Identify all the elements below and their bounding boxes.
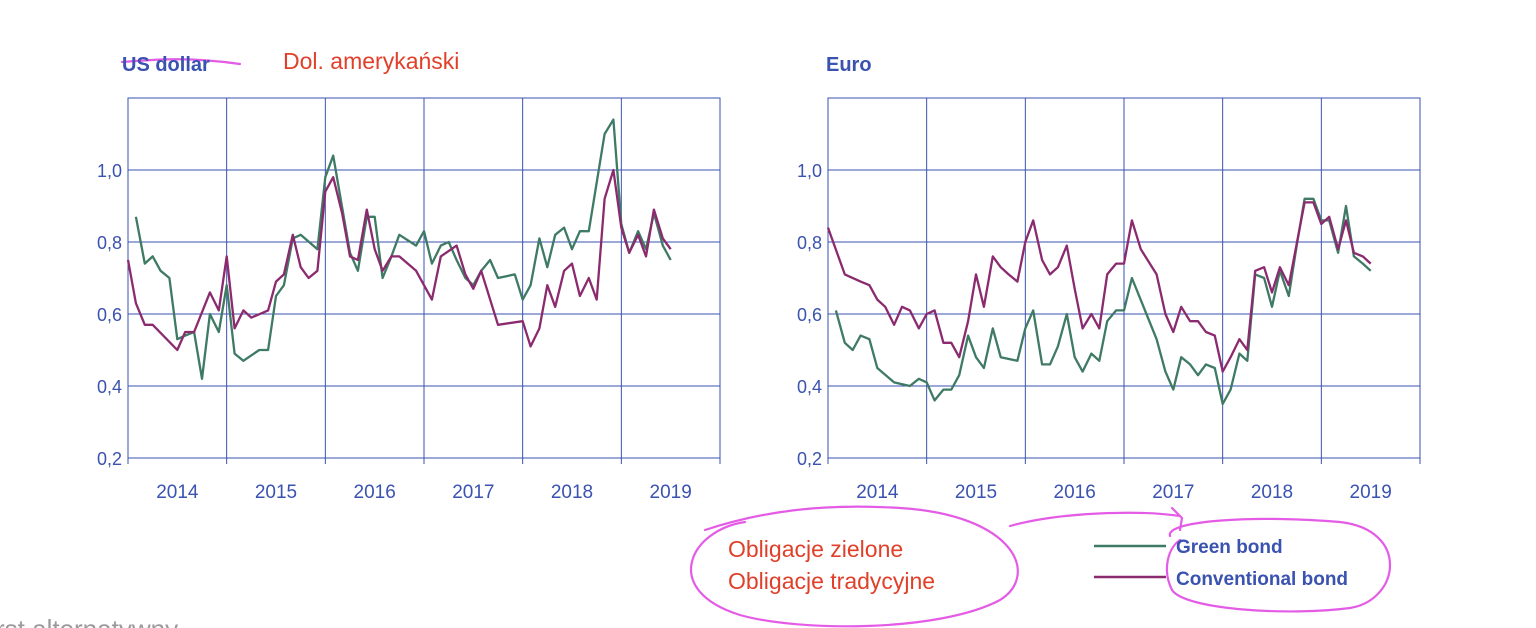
x-tick-label: 2015 bbox=[255, 482, 297, 503]
conventional-bond-line bbox=[826, 201, 1372, 373]
x-tick-label: 2014 bbox=[156, 482, 199, 503]
circle-mark-polish-labels bbox=[690, 505, 1019, 628]
arrow-mark bbox=[1008, 506, 1184, 532]
y-tick-label: 0,8 bbox=[97, 233, 122, 253]
y-tick-label: 0,4 bbox=[797, 377, 822, 397]
y-tick-label: 0,6 bbox=[97, 305, 122, 325]
y-tick-label: 0,2 bbox=[97, 449, 122, 469]
x-tick-label: 2014 bbox=[856, 482, 899, 503]
legend-green-label: Green bond bbox=[1176, 537, 1283, 558]
y-tick-label: 0,6 bbox=[797, 305, 822, 325]
chart-euro: 0,2 0,4 0,6 0,8 1,0 2014 2015 2016 2017 2018 2019 bbox=[797, 97, 1421, 503]
x-tick-label: 2015 bbox=[955, 482, 997, 503]
strike-through-mark bbox=[120, 58, 242, 66]
y-tick-label: 0,8 bbox=[797, 233, 822, 253]
y-tick-label: 1,0 bbox=[797, 161, 822, 181]
conventional-bond-line bbox=[126, 168, 672, 352]
x-tick-label: 2017 bbox=[452, 482, 494, 503]
x-tick-label: 2019 bbox=[650, 482, 692, 503]
green-bond-line bbox=[134, 118, 672, 380]
x-tick-label: 2017 bbox=[1152, 482, 1194, 503]
polish-title-annotation: Dol. amerykański bbox=[283, 48, 459, 74]
x-tick-label: 2018 bbox=[1251, 482, 1293, 503]
y-tick-label: 0,4 bbox=[97, 377, 122, 397]
y-tick-label: 1,0 bbox=[97, 161, 122, 181]
legend: Green bond Conventional bond bbox=[1094, 537, 1348, 590]
x-tick-label: 2016 bbox=[1054, 482, 1096, 503]
green-bond-line bbox=[834, 197, 1372, 406]
ink-annotations bbox=[120, 58, 1392, 628]
green-bond-polish-label: Obligacje zielone bbox=[728, 536, 903, 562]
circle-mark-english-labels bbox=[1165, 517, 1392, 613]
x-tick-label: 2018 bbox=[551, 482, 593, 503]
chart-us-dollar: 0,2 0,4 0,6 0,8 1,0 2014 2015 2016 2017 2018 2019 bbox=[97, 97, 721, 503]
chart-title-euro: Euro bbox=[826, 54, 872, 76]
legend-conventional-label: Conventional bond bbox=[1176, 569, 1348, 590]
x-tick-label: 2016 bbox=[354, 482, 396, 503]
chart-title-us-dollar: US dollar bbox=[122, 54, 210, 76]
cut-off-text: rst alternatywny bbox=[0, 614, 178, 628]
conventional-bond-polish-label: Obligacje tradycyjne bbox=[728, 568, 935, 594]
x-tick-label: 2019 bbox=[1350, 482, 1392, 503]
y-tick-label: 0,2 bbox=[797, 449, 822, 469]
